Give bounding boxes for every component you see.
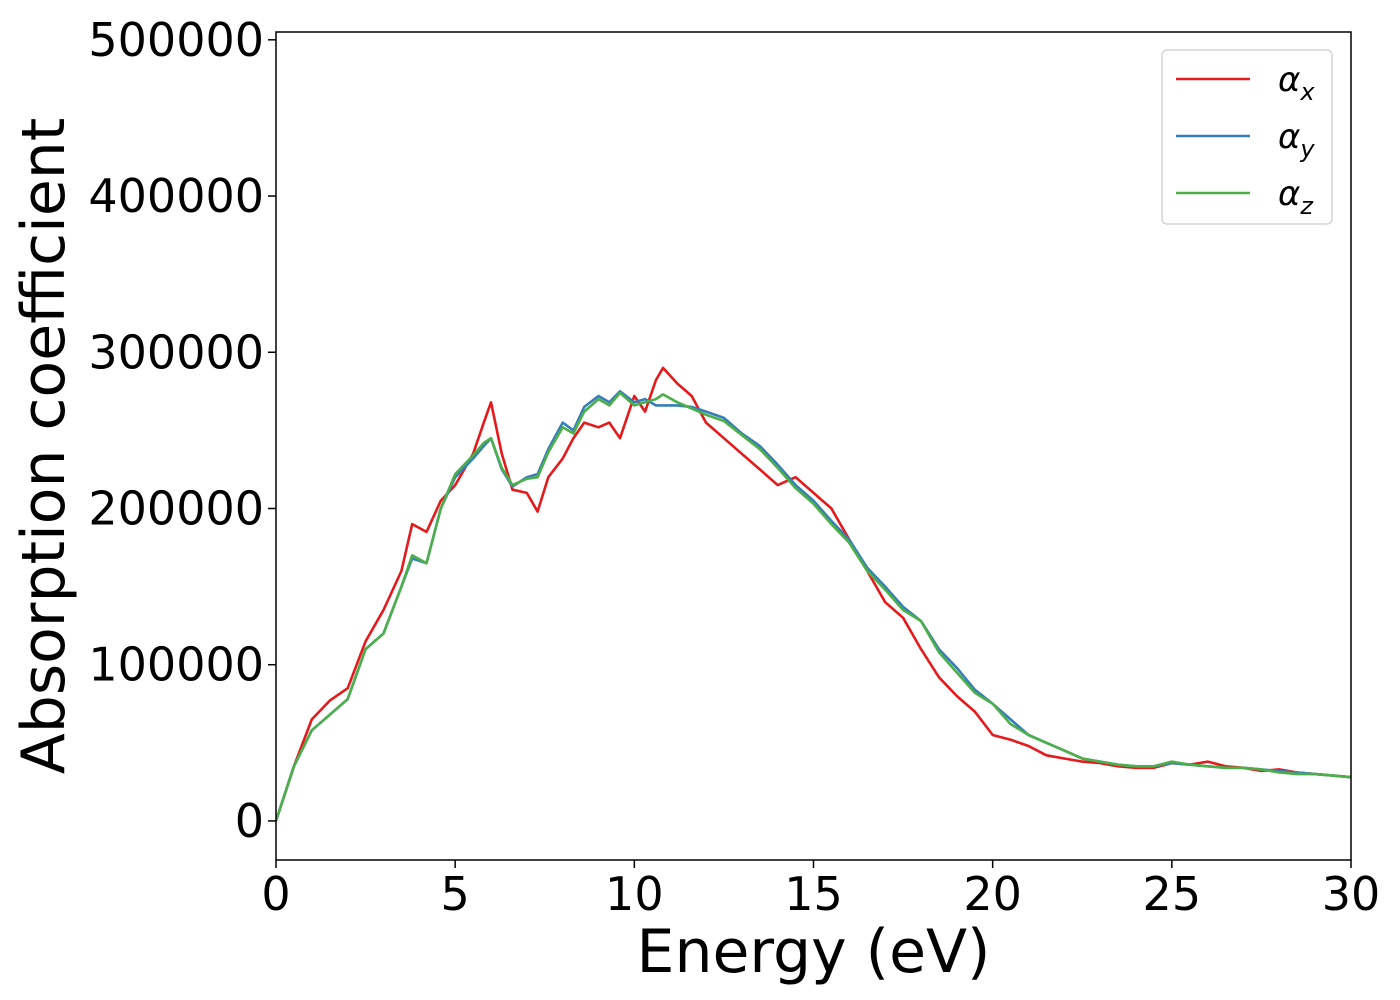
legend-label: αy bbox=[1278, 117, 1315, 163]
series-line-x bbox=[276, 366, 1351, 822]
y-tick-label: 100000 bbox=[88, 638, 264, 692]
y-tick-label: 500000 bbox=[88, 13, 264, 67]
x-tick-label: 25 bbox=[1143, 867, 1202, 921]
plot-lines bbox=[276, 366, 1351, 822]
y-tick-label: 300000 bbox=[88, 325, 264, 379]
series-line-z bbox=[276, 391, 1351, 822]
x-tick-label: 5 bbox=[441, 867, 470, 921]
y-axis-ticks: 0 100000 200000 300000 400000 500000 bbox=[88, 13, 276, 848]
y-tick-label: 200000 bbox=[88, 481, 264, 535]
legend-item-x: αx bbox=[1176, 60, 1315, 106]
x-axis-title: Energy (eV) bbox=[637, 917, 991, 987]
legend-item-y: αy bbox=[1176, 117, 1315, 163]
x-tick-label: 20 bbox=[963, 867, 1022, 921]
y-tick-label: 400000 bbox=[88, 169, 264, 223]
x-tick-label: 10 bbox=[605, 867, 664, 921]
legend-item-z: αz bbox=[1176, 174, 1314, 220]
y-axis-title: Absorption coefficient bbox=[9, 118, 79, 775]
series-line-y bbox=[276, 389, 1351, 822]
y-tick-label: 0 bbox=[235, 794, 264, 848]
x-tick-label: 0 bbox=[261, 867, 290, 921]
x-axis-ticks: 0 5 10 15 20 25 30 bbox=[261, 860, 1380, 921]
legend-label: αx bbox=[1278, 60, 1315, 106]
legend: αx αy αz bbox=[1161, 49, 1333, 225]
x-tick-label: 30 bbox=[1322, 867, 1381, 921]
legend-label: αz bbox=[1278, 174, 1314, 220]
x-tick-label: 15 bbox=[784, 867, 843, 921]
